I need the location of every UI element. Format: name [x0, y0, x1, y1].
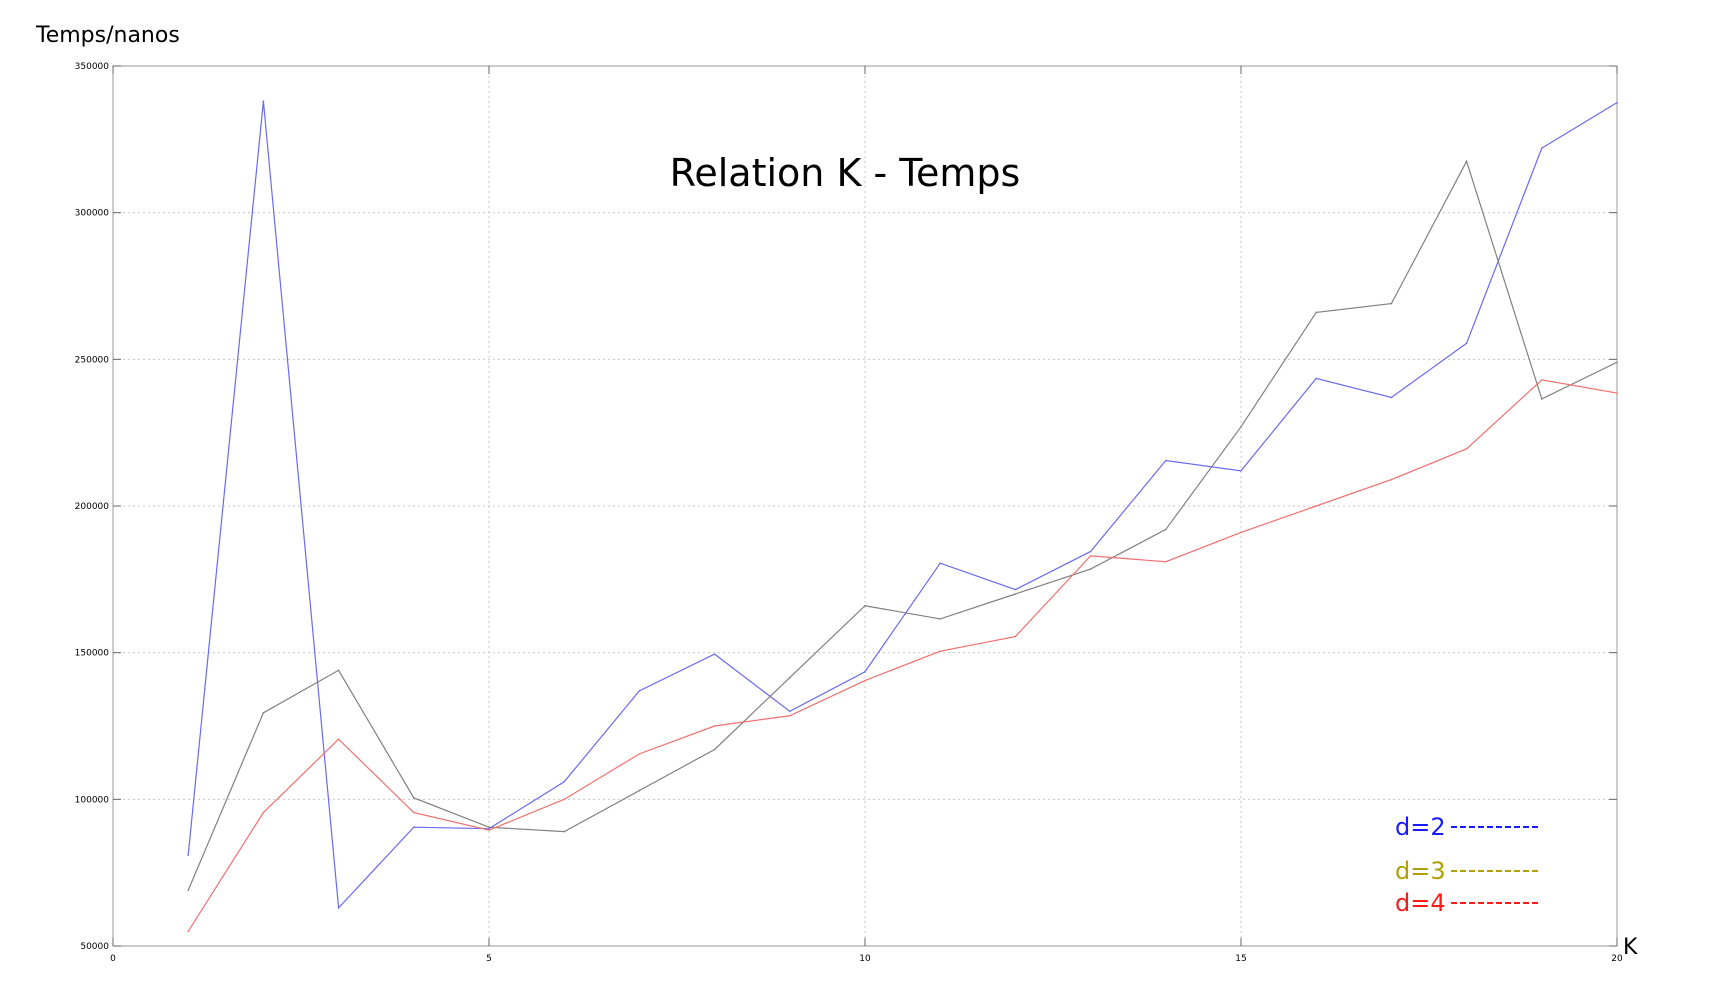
series-line-d4 [187, 379, 1618, 932]
data-point-d3 [563, 830, 565, 833]
data-point-d4 [1465, 448, 1468, 450]
x-tick-label: 20 [1611, 954, 1623, 964]
data-point-d4 [187, 930, 189, 933]
data-point-d4 [1014, 635, 1017, 638]
data-point-d4 [1240, 531, 1242, 534]
chart-title: Relation K - Temps [670, 151, 1021, 195]
series-line-d3 [187, 159, 1618, 891]
data-point-d3 [488, 826, 490, 828]
y-tick-label: 250000 [75, 355, 110, 365]
data-point-d4 [413, 811, 415, 814]
data-point-d2 [262, 100, 265, 102]
x-tick-label: 0 [110, 954, 116, 964]
data-point-d3 [337, 669, 340, 672]
data-point-d4 [337, 738, 340, 740]
data-point-d2 [1465, 342, 1468, 345]
data-point-d3 [864, 604, 866, 607]
x-tick-label: 10 [859, 954, 871, 964]
data-point-d3 [413, 797, 415, 799]
data-point-d3 [262, 712, 265, 714]
data-point-d4 [939, 650, 941, 652]
data-point-d3 [789, 676, 791, 679]
data-point-d2 [1240, 470, 1242, 472]
data-point-d4 [1616, 392, 1618, 394]
data-point-d3 [1616, 361, 1618, 364]
grid [113, 66, 1617, 946]
y-tick-label: 50000 [80, 942, 109, 952]
data-point-d3 [1390, 302, 1393, 305]
data-point-d2 [1165, 459, 1167, 462]
data-point-d3 [187, 889, 189, 892]
data-point-d2 [939, 562, 941, 564]
data-point-d4 [1315, 505, 1317, 507]
data-point-d3 [638, 789, 641, 792]
data-point-d2 [413, 826, 415, 828]
data-point-d2 [713, 653, 716, 655]
axis-ticks: 0 5 10 15 20 50000 100000 150000 200000 250000 300… [75, 62, 1623, 964]
titles: Relation K - Temps Temps/nanos K [35, 23, 1638, 960]
series-lines [187, 100, 1618, 933]
data-point-d4 [713, 725, 716, 727]
data-point-d2 [789, 710, 791, 713]
y-tick-label: 350000 [75, 62, 110, 72]
data-point-d2 [1541, 147, 1543, 149]
data-point-d3 [713, 748, 716, 751]
data-point-d2 [864, 670, 866, 673]
x-tick-label: 15 [1235, 954, 1246, 964]
y-tick-label: 150000 [75, 649, 110, 659]
data-point-d3 [939, 618, 941, 620]
data-point-d3 [1465, 160, 1468, 163]
y-tick-label: 300000 [75, 209, 110, 219]
legend-label: d=2 [1395, 813, 1446, 841]
data-point-d4 [1541, 379, 1543, 381]
legend-label: d=4 [1395, 889, 1446, 917]
legend: d=2 d=3 d=4 [1395, 813, 1540, 917]
data-point-d4 [789, 714, 791, 717]
data-point-d3 [1089, 568, 1092, 570]
data-point-d2 [638, 690, 641, 692]
x-tick-label: 5 [486, 954, 492, 964]
data-point-d2 [1390, 396, 1393, 399]
data-point-d4 [1390, 478, 1393, 481]
data-point-d2 [1014, 588, 1017, 591]
data-point-d2 [488, 827, 490, 830]
data-point-d4 [1089, 555, 1092, 557]
data-point-d4 [864, 679, 866, 682]
data-point-d3 [1014, 593, 1017, 595]
data-point-d3 [1541, 398, 1543, 400]
data-point-d2 [337, 907, 340, 909]
series-line-d2 [187, 101, 1618, 910]
x-axis-title: K [1623, 935, 1638, 960]
data-point-d3 [1165, 528, 1167, 531]
data-point-d2 [187, 854, 189, 856]
data-point-d3 [1240, 426, 1242, 428]
y-axis-title: Temps/nanos [35, 23, 180, 48]
y-tick-label: 200000 [75, 502, 110, 512]
data-point-d2 [1315, 377, 1317, 380]
data-point-d2 [1089, 550, 1092, 553]
data-point-d4 [1165, 560, 1167, 563]
data-point-d4 [262, 811, 265, 814]
data-point-d3 [1315, 311, 1317, 314]
data-point-d4 [638, 753, 641, 755]
data-point-d2 [1616, 101, 1618, 104]
y-tick-label: 100000 [75, 795, 110, 805]
legend-label: d=3 [1395, 857, 1446, 885]
data-point-d2 [563, 780, 565, 783]
data-point-d4 [563, 798, 565, 801]
data-point-d4 [488, 829, 490, 831]
